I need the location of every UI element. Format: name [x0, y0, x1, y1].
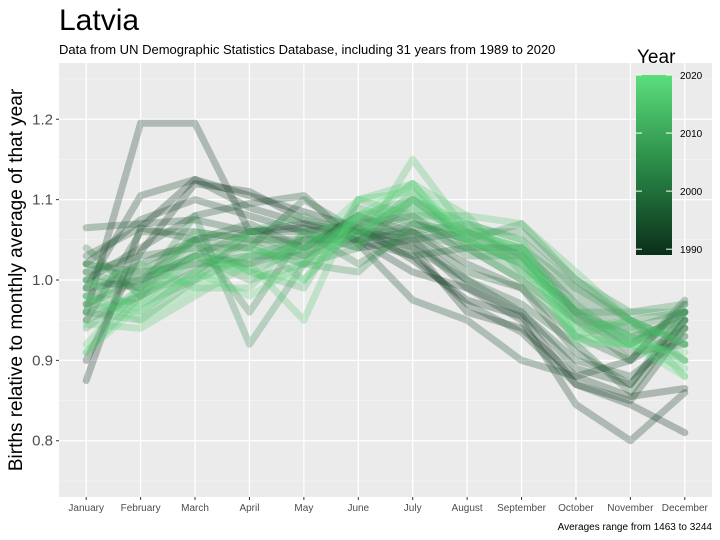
series-line-1991 — [82, 119, 689, 445]
y-tick-label: 1.1 — [32, 192, 53, 209]
series-line-1998 — [82, 212, 689, 364]
series-line-2005 — [82, 196, 689, 348]
x-tick-label: April — [239, 503, 259, 514]
x-tick-label: July — [404, 503, 422, 514]
series-line-1995 — [82, 216, 689, 380]
x-tick-label: March — [181, 503, 209, 514]
series-line-2009 — [82, 196, 689, 348]
x-tick-label: November — [607, 503, 654, 514]
series-line-1994 — [82, 192, 689, 380]
series-line-2012 — [82, 196, 689, 340]
series-line-2018 — [82, 188, 689, 364]
color-legend: Year 1990 2000 2010 2020 — [636, 47, 703, 256]
legend-tick-label: 2010 — [680, 129, 703, 140]
series-line-2006 — [82, 220, 689, 316]
x-tick-label: October — [558, 503, 594, 514]
grid-minor — [59, 78, 712, 482]
x-tick-label: May — [294, 503, 313, 514]
chart-title: Latvia — [59, 4, 139, 37]
series-line-2011 — [82, 188, 689, 348]
legend-ticks: 1990 2000 2010 2020 — [636, 71, 703, 256]
x-tick-label: December — [662, 503, 709, 514]
series-line-1992 — [82, 176, 689, 405]
series-line-2001 — [82, 220, 689, 348]
series-line-2000 — [82, 212, 689, 356]
series-line-2016 — [82, 180, 689, 348]
series-line-2017 — [82, 204, 689, 372]
x-tick-label: September — [497, 503, 547, 514]
x-tick-label: August — [452, 503, 483, 514]
x-tick-label: June — [347, 503, 369, 514]
series-line-2004 — [82, 220, 689, 364]
chart-caption: Averages range from 1463 to 3244 — [558, 522, 713, 533]
chart-subtitle: Data from UN Demographic Statistics Data… — [59, 42, 555, 57]
series-line-2013 — [82, 180, 689, 356]
series-line-1999 — [82, 196, 689, 364]
series-line-2008 — [82, 204, 689, 316]
y-tick-label: 1.2 — [32, 111, 53, 128]
y-tick-label: 1.0 — [32, 272, 53, 289]
series-line-1990 — [82, 180, 689, 400]
y-axis: 0.8 0.9 1.0 1.1 1.2 — [32, 111, 59, 450]
series-line-2007 — [82, 212, 689, 324]
legend-tick-label: 1990 — [680, 245, 703, 256]
series-line-2019 — [82, 196, 689, 356]
legend-tick-label: 2020 — [680, 71, 703, 82]
series-line-1989 — [82, 176, 689, 437]
legend-colorbar — [636, 75, 672, 255]
x-axis: January February March April May June July Augu… — [68, 497, 709, 514]
series-layer — [82, 119, 689, 445]
x-tick-label: January — [68, 503, 104, 514]
series-line-2010 — [82, 204, 689, 340]
legend-title: Year — [637, 47, 676, 68]
series-line-2015 — [82, 155, 689, 380]
y-tick-label: 0.8 — [32, 433, 53, 450]
y-tick-label: 0.9 — [32, 352, 53, 369]
x-tick-label: February — [121, 503, 161, 514]
series-line-2002 — [82, 228, 689, 340]
legend-tick-label: 2000 — [680, 187, 703, 198]
series-line-2020 — [82, 180, 689, 380]
y-axis-label: Births relative to monthly average of th… — [6, 88, 27, 471]
series-line-1996 — [82, 228, 689, 388]
series-line-2003 — [82, 212, 689, 332]
series-line-1997 — [82, 220, 689, 396]
series-line-1993 — [82, 196, 689, 388]
grid-major — [59, 63, 712, 497]
series-line-2014 — [82, 196, 689, 364]
